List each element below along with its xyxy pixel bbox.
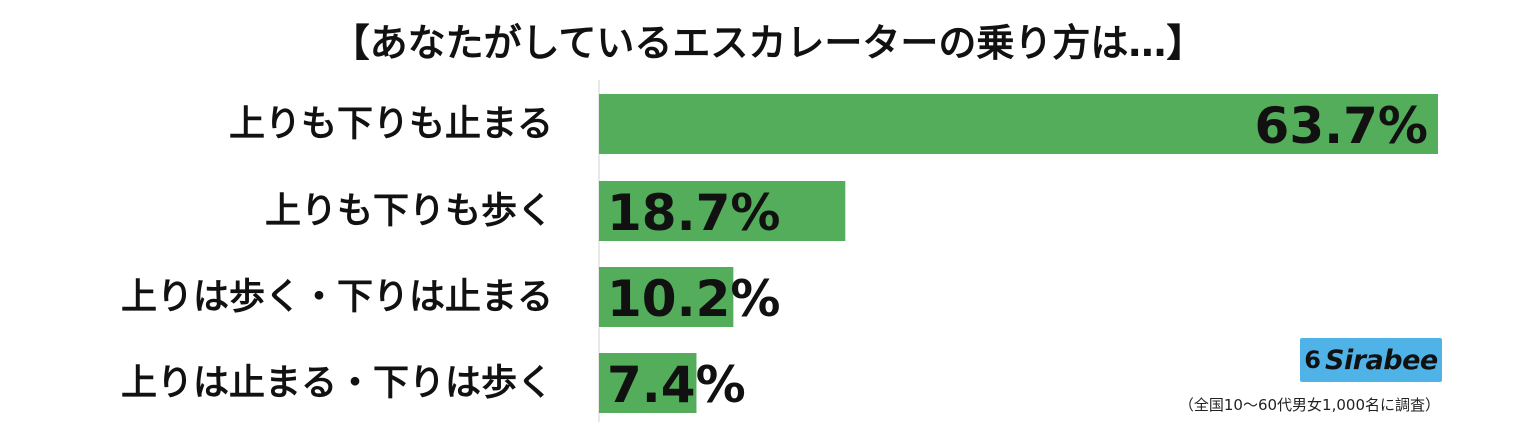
sirabee-logo-text: Sirabee [1325,344,1438,376]
survey-footnote: （全国10〜60代男女1,000名に調査） [1178,396,1440,414]
category-label-4: 上りは止まる・下りは歩く [121,363,553,404]
sirabee-logo-icon: 6 [1304,346,1321,374]
sirabee-logo: 6 Sirabee [1300,338,1442,382]
value-label-1: 63.7% [1255,97,1428,155]
category-label-2: 上りも下りも歩く [265,191,553,232]
value-label-4: 7.4% [607,356,746,414]
category-label-3: 上りは歩く・下りは止まる [121,277,553,318]
value-label-3: 10.2% [607,270,780,328]
bar-1 [599,94,1438,154]
bar-2 [599,181,846,241]
category-label-1: 上りも下りも止まる [229,104,553,145]
bar-3 [599,267,734,327]
value-label-2: 18.7% [607,184,780,242]
chart-title: 【あなたがしているエスカレーターの乗り方は…】 [331,21,1205,65]
bar-4 [599,353,697,413]
